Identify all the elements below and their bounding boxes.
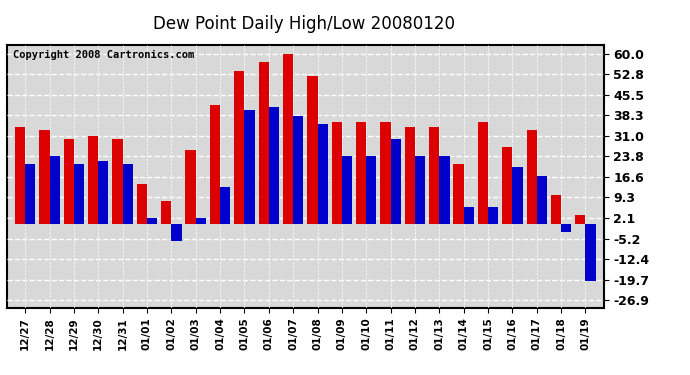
Bar	[317, 124, 328, 224]
Bar	[415, 156, 425, 224]
Bar	[380, 122, 391, 224]
Text: Dew Point Daily High/Low 20080120: Dew Point Daily High/Low 20080120	[152, 15, 455, 33]
Bar	[366, 156, 377, 224]
Bar	[391, 139, 401, 224]
Bar	[464, 207, 474, 224]
Bar	[488, 207, 498, 224]
Bar	[405, 127, 415, 224]
Bar	[123, 164, 133, 224]
Bar	[575, 215, 586, 224]
Text: Copyright 2008 Cartronics.com: Copyright 2008 Cartronics.com	[13, 50, 194, 60]
Bar	[561, 224, 571, 232]
Bar	[25, 164, 35, 224]
Bar	[112, 139, 123, 224]
Bar	[293, 116, 304, 224]
Bar	[147, 218, 157, 224]
Bar	[244, 110, 255, 224]
Bar	[307, 76, 317, 224]
Bar	[477, 122, 488, 224]
Bar	[332, 122, 342, 224]
Bar	[220, 187, 230, 224]
Bar	[88, 136, 98, 224]
Bar	[551, 195, 561, 224]
Bar	[15, 127, 25, 224]
Bar	[453, 164, 464, 224]
Bar	[39, 130, 50, 224]
Bar	[526, 130, 537, 224]
Bar	[513, 167, 522, 224]
Bar	[210, 105, 220, 224]
Bar	[196, 218, 206, 224]
Bar	[74, 164, 84, 224]
Bar	[171, 224, 181, 241]
Bar	[137, 184, 147, 224]
Bar	[356, 122, 366, 224]
Bar	[283, 54, 293, 224]
Bar	[161, 201, 171, 224]
Bar	[234, 70, 244, 224]
Bar	[50, 156, 60, 224]
Bar	[98, 161, 108, 224]
Bar	[440, 156, 450, 224]
Bar	[429, 127, 440, 224]
Bar	[586, 224, 595, 280]
Bar	[502, 147, 513, 224]
Bar	[259, 62, 269, 224]
Bar	[269, 107, 279, 224]
Bar	[63, 139, 74, 224]
Bar	[537, 176, 547, 224]
Bar	[186, 150, 196, 224]
Bar	[342, 156, 352, 224]
